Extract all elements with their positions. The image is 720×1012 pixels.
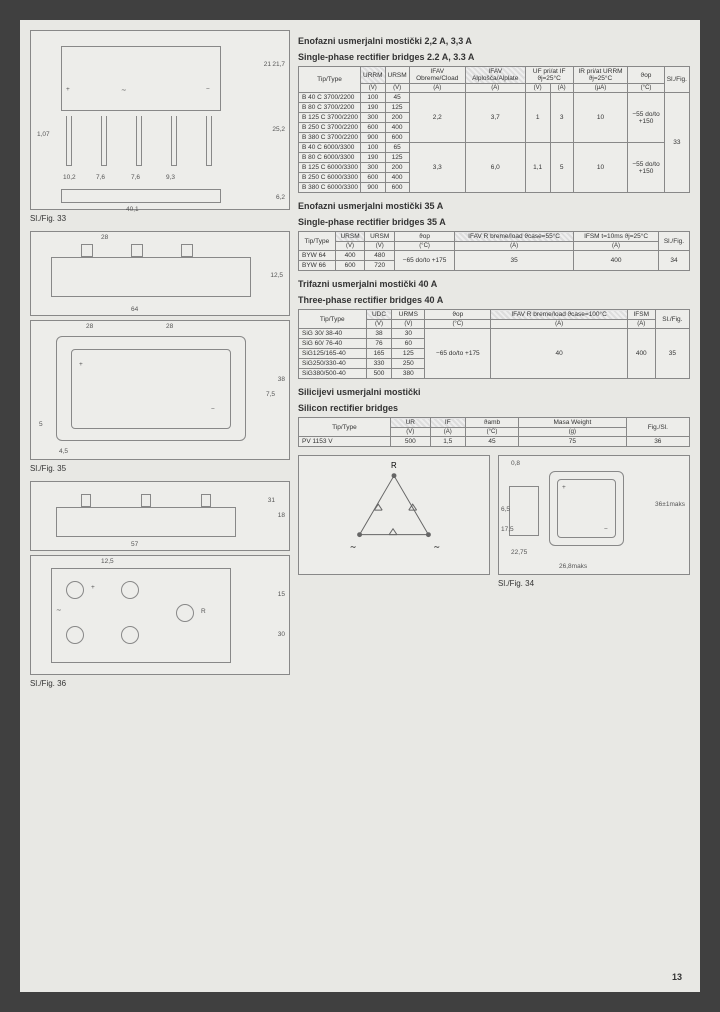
- datasheet-page: + ∼ − 21 21,7 25,2 1,07 10,2 7,6 7,6 9,3…: [20, 20, 700, 992]
- fig33-diagram: + ∼ − 21 21,7 25,2 1,07 10,2 7,6 7,6 9,3…: [30, 30, 290, 210]
- col-ursm: URSM: [385, 67, 409, 84]
- fig34-schematic: ∼ ∼ R: [298, 455, 490, 575]
- fig35-front-diagram: + − 28 28 38 7,5 4,5 5: [30, 320, 290, 460]
- page-number: 13: [672, 972, 682, 982]
- diagrams-column: + ∼ − 21 21,7 25,2 1,07 10,2 7,6 7,6 9,3…: [30, 30, 290, 696]
- col-thop: ϑop: [628, 67, 664, 84]
- svg-text:∼: ∼: [350, 542, 357, 551]
- section2-title-en: Single-phase rectifier bridges 35 A: [298, 217, 690, 227]
- section2-title-sl: Enofazni usmerjalni mostički 35 A: [298, 201, 690, 211]
- col-ifav2: IFAV Alplošča/Alplate: [465, 67, 525, 84]
- section1-title-sl: Enofazni usmerjalni mostički 2,2 A, 3,3 …: [298, 36, 690, 46]
- fig34-caption: Sl./Fig. 34: [498, 579, 690, 588]
- col-fig: Sl./Fig.: [664, 67, 689, 93]
- section4-title-sl: Silicijevi usmerjalni mostički: [298, 387, 690, 397]
- section3-title-en: Three-phase rectifier bridges 40 A: [298, 295, 690, 305]
- section3-title-sl: Trifazni usmerjalni mostički 40 A: [298, 279, 690, 289]
- fig36-top-diagram: + ∼ R 12,5 15 30: [30, 555, 290, 675]
- tables-column: Enofazni usmerjalni mostički 2,2 A, 3,3 …: [298, 30, 690, 696]
- section2-table: Tip/Type URSM URSM ϑop IFAV R breme/load…: [298, 231, 690, 271]
- col-uf: UF pri/at IF ϑj=25°C: [525, 67, 573, 84]
- bottom-figures: ∼ ∼ R + − 26,8maks 36±1maks: [298, 455, 690, 596]
- section4-title-en: Silicon rectifier bridges: [298, 403, 690, 413]
- fig33-caption: Sl./Fig. 33: [30, 214, 290, 223]
- col-type: Tip/Type: [299, 67, 361, 93]
- section4-table: Tip/Type UR IF ϑamb Masa Weight Fig./Sl.…: [298, 417, 690, 447]
- col-urrm: URRM: [361, 67, 386, 84]
- svg-text:R: R: [391, 461, 397, 470]
- content-columns: + ∼ − 21 21,7 25,2 1,07 10,2 7,6 7,6 9,3…: [30, 30, 690, 696]
- section1-title-en: Single-phase rectifier bridges 2.2 A, 3.…: [298, 52, 690, 62]
- fig36-caption: Sl./Fig. 36: [30, 679, 290, 688]
- svg-text:∼: ∼: [433, 542, 440, 551]
- section1-table: Tip/Type URRM URSM IFAV Obreme/Cload IFA…: [298, 66, 690, 193]
- fig36-side-diagram: 18 31 57: [30, 481, 290, 551]
- section3-table: Tip/Type UDC URMS ϑop IFAV R breme/load …: [298, 309, 690, 379]
- col-ir: IR pri/at URRM ϑj=25°C: [573, 67, 628, 84]
- col-ifav1: IFAV Obreme/Cload: [409, 67, 465, 84]
- fig35-top-diagram: 28 12,5 64: [30, 231, 290, 316]
- fig35-caption: Sl./Fig. 35: [30, 464, 290, 473]
- fig34-package: + − 26,8maks 36±1maks 22,75 0,8 6,5 17,5: [498, 455, 690, 575]
